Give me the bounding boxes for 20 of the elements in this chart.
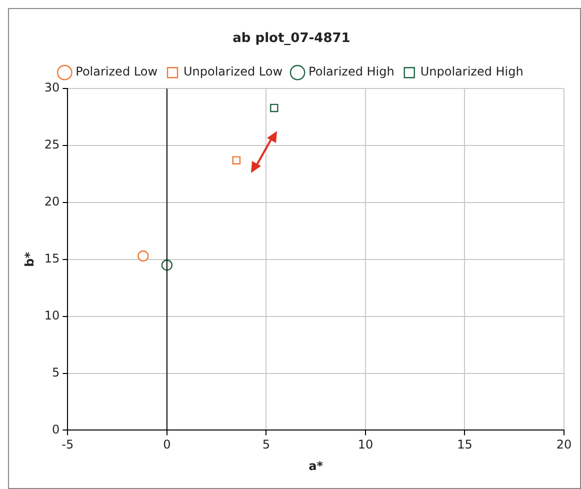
x-tick-label: 0 — [163, 438, 171, 452]
x-axis-title: a* — [308, 458, 324, 473]
y-tick-label: 15 — [44, 252, 60, 266]
chart-title: ab plot_07-4871 — [232, 31, 350, 46]
x-tick-label: 20 — [556, 438, 572, 452]
x-tick-label: 10 — [358, 438, 374, 452]
y-tick-label: 20 — [44, 194, 60, 209]
legend-label: Polarized High — [308, 64, 394, 79]
y-tick-label: 25 — [44, 138, 60, 152]
x-tick-label: -5 — [62, 438, 74, 452]
legend-label: Unpolarized High — [420, 64, 524, 79]
y-tick-label: 5 — [52, 365, 60, 380]
y-tick-label: 0 — [52, 422, 60, 436]
y-tick-label: 10 — [44, 308, 60, 322]
x-tick-label: 15 — [457, 438, 472, 452]
legend-label: Unpolarized Low — [184, 64, 283, 79]
x-tick-label: 5 — [262, 438, 270, 452]
y-axis-title: b* — [22, 251, 36, 267]
y-tick-label: 30 — [44, 80, 60, 95]
legend-label: Polarized Low — [76, 64, 158, 79]
